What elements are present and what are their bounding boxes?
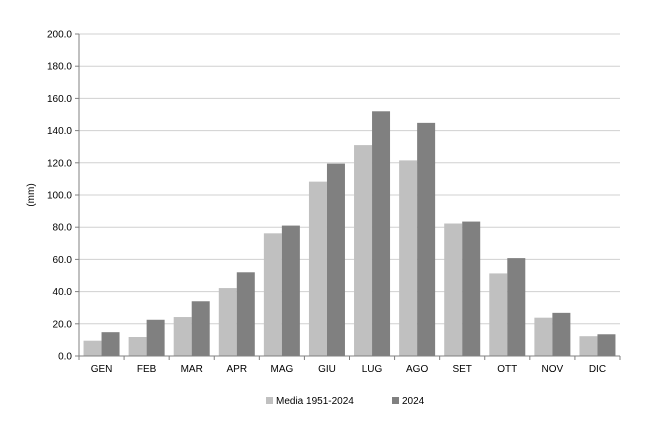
y-tick-label: 100.0	[47, 191, 72, 202]
y-tick-label: 40.0	[53, 287, 73, 298]
y-tick-label: 200.0	[47, 30, 72, 41]
x-tick-label: MAR	[181, 364, 203, 375]
x-tick-label: AGO	[406, 364, 428, 375]
bar-gen-media	[83, 340, 102, 356]
y-axis-label: (mm)	[26, 183, 37, 206]
bar-gen-year	[101, 332, 120, 356]
bar-ago-media	[399, 160, 418, 356]
bar-mag-media	[263, 233, 282, 356]
y-tick-label: 120.0	[47, 158, 72, 169]
bar-giu-year	[326, 163, 345, 356]
x-axis-ticks: GEN FEB MAR APR MAG GIU LUG AGO SET OTT NOV DIC	[78, 356, 621, 375]
bar-feb-year	[146, 319, 165, 356]
x-tick-label: SET	[452, 364, 471, 375]
bars	[83, 111, 616, 356]
x-tick-label: MAG	[270, 364, 293, 375]
bar-mar-media	[173, 317, 192, 356]
x-tick-label: DIC	[589, 364, 606, 375]
bar-lug-year	[372, 111, 391, 356]
y-tick-label: 160.0	[47, 94, 72, 105]
legend-label-year: 2024	[402, 396, 425, 407]
x-tick-label: GEN	[91, 364, 113, 375]
x-tick-label: LUG	[362, 364, 383, 375]
legend-swatch-media	[266, 397, 273, 404]
y-tick-label: 0.0	[58, 352, 72, 363]
y-tick-label: 60.0	[53, 255, 73, 266]
bar-ott-year	[507, 258, 526, 356]
x-tick-label: GIU	[318, 364, 336, 375]
y-tick-label: 180.0	[47, 62, 72, 73]
bar-nov-media	[534, 317, 553, 356]
y-axis-ticks: 0.0 20.0 40.0 60.0 80.0 100.0 120.0 140.0 160.0 1…	[47, 30, 79, 363]
grid-lines	[79, 33, 620, 357]
bar-ago-year	[417, 122, 436, 356]
bar-apr-media	[218, 288, 237, 356]
bar-ott-media	[489, 273, 508, 356]
y-tick-label: 20.0	[53, 319, 73, 330]
legend: Media 1951-2024 2024	[266, 396, 425, 407]
bar-set-media	[444, 223, 463, 356]
y-tick-label: 80.0	[53, 223, 73, 234]
x-tick-label: OTT	[497, 364, 517, 375]
x-tick-label: APR	[227, 364, 248, 375]
bar-dic-year	[597, 334, 616, 356]
bar-mar-year	[191, 301, 210, 356]
bar-lug-media	[354, 145, 373, 356]
x-tick-label: NOV	[542, 364, 564, 375]
bar-mag-year	[281, 225, 300, 356]
legend-swatch-year	[392, 397, 399, 404]
bar-apr-year	[236, 272, 255, 356]
bar-feb-media	[128, 337, 147, 356]
y-tick-label: 140.0	[47, 126, 72, 137]
legend-label-media: Media 1951-2024	[276, 396, 354, 407]
bar-set-year	[462, 221, 481, 356]
bar-giu-media	[308, 181, 327, 356]
bar-dic-media	[579, 336, 598, 356]
x-tick-label: FEB	[137, 364, 157, 375]
bar-nov-year	[552, 312, 571, 356]
